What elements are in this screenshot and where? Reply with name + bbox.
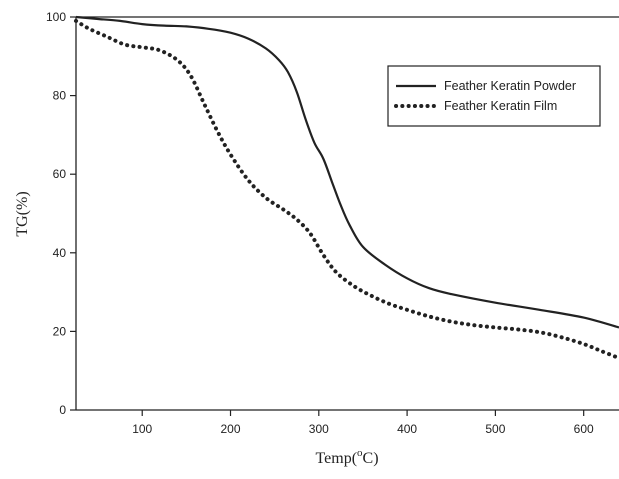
legend-label: Feather Keratin Powder [444, 79, 576, 93]
x-tick-label: 500 [485, 422, 505, 436]
x-tick-label: 100 [132, 422, 152, 436]
series-layer [74, 15, 619, 361]
y-tick-label: 100 [46, 10, 66, 24]
axes: 100 200 300 400 500 600 0 20 40 60 80 100 [46, 10, 619, 436]
x-tick-label: 600 [574, 422, 594, 436]
y-tick-label: 80 [53, 89, 67, 103]
x-tick-label: 400 [397, 422, 417, 436]
x-axis-title-sup: o [357, 447, 363, 459]
x-axis-title-post: C) [363, 450, 379, 467]
x-axis-title: Temp(oC) [315, 447, 378, 467]
legend-label: Feather Keratin Film [444, 99, 557, 113]
x-tick-label: 300 [309, 422, 329, 436]
x-tick-label: 200 [220, 422, 240, 436]
series-line-powder [75, 15, 619, 329]
y-tick-label: 20 [53, 324, 67, 338]
y-tick-label: 0 [59, 403, 66, 417]
y-tick-label: 60 [53, 167, 67, 181]
y-axis-title: TG(%) [14, 191, 31, 236]
legend-box [387, 65, 601, 127]
x-axis-title-pre: Temp( [315, 450, 357, 467]
legend: Feather Keratin Powder Feather Keratin Fi… [387, 65, 601, 127]
y-tick-label: 40 [53, 246, 67, 260]
